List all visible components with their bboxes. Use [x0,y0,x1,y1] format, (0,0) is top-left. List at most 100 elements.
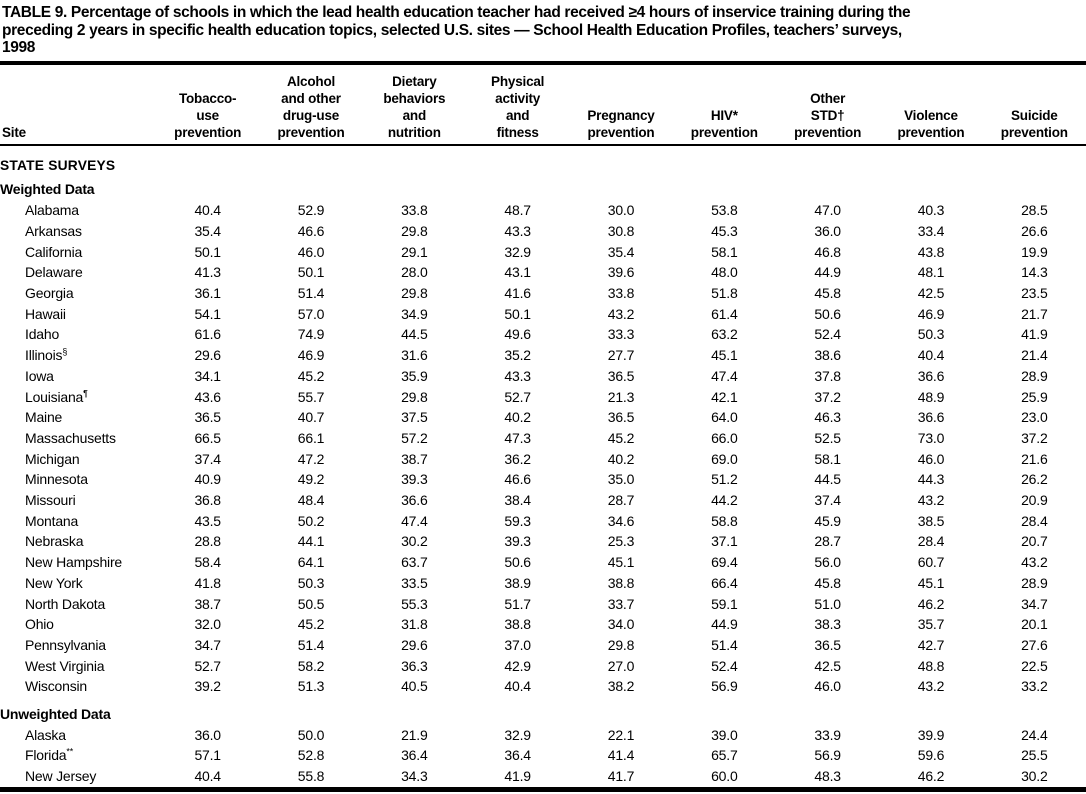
value-cell: 21.6 [1021,450,1048,467]
table-row: Montana 43.5 50.2 47.4 59.3 34.6 58.8 45.9 38.5 2… [0,511,1086,532]
value-cell: 19.9 [1021,243,1048,260]
value-cell: 60.0 [711,768,738,785]
value-cell: 45.2 [297,616,325,633]
value-cell: 55.7 [297,388,325,405]
site-name: Florida** [25,746,74,764]
value-cell: 39.2 [194,678,221,695]
value-cell: 47.4 [711,367,738,384]
value-cell: 52.8 [297,747,325,764]
value-cell: 28.4 [1021,512,1048,529]
value-cell: 41.7 [607,768,635,785]
value-cell: 40.4 [504,678,531,695]
table-body: STATE SURVEYS Weighted Data Alabama 40.4 52.… [0,145,1086,790]
value-cell: 35.0 [607,471,635,488]
subsection-row: Weighted Data [0,176,1086,200]
value-cell: 36.3 [401,657,428,674]
table-row: New York 41.8 50.3 33.5 38.9 38.8 66.4 45.8 45.1… [0,573,1086,594]
value-cell: 36.6 [917,409,945,426]
value-cell: 27.7 [607,347,635,364]
column-header-dietary-behaviors-nutrition: Dietary behaviors and nutrition [362,62,466,146]
value-cell: 46.2 [917,768,945,785]
value-cell: 33.2 [1021,678,1048,695]
value-cell: 47.2 [297,450,325,467]
table-row: Massachusetts 66.5 66.1 57.2 47.3 45.2 66.0 52.… [0,428,1086,449]
value-cell: 44.2 [711,492,738,509]
value-cell: 53.8 [711,202,738,219]
value-cell: 35.4 [194,222,221,239]
value-cell: 51.4 [711,636,738,653]
value-cell: 52.9 [297,202,325,219]
table-row: Louisiana¶ 43.6 55.7 29.8 52.7 21.3 42.1 37.2 48… [0,387,1086,408]
value-cell: 32.0 [194,616,221,633]
site-name: Maine [25,409,63,426]
value-cell: 43.2 [917,678,945,695]
value-cell: 40.5 [401,678,428,695]
value-cell: 44.1 [297,533,325,550]
table-row: Ohio 32.0 45.2 31.8 38.8 34.0 44.9 38.3 35.7 20.1 [0,614,1086,635]
value-cell: 28.8 [194,533,221,550]
value-cell: 29.8 [401,388,428,405]
table-row: Georgia 36.1 51.4 29.8 41.6 33.8 51.8 45.8 42.5 2… [0,283,1086,304]
value-cell: 29.6 [194,347,221,364]
value-cell: 34.3 [401,768,428,785]
value-cell: 36.6 [917,367,945,384]
site-name: Pennsylvania [25,636,106,653]
value-cell: 33.9 [814,726,841,743]
value-cell: 58.8 [711,512,738,529]
value-cell: 54.1 [194,305,221,322]
value-cell: 20.9 [1021,492,1048,509]
value-cell: 42.5 [917,285,945,301]
value-cell: 51.3 [297,678,325,695]
table-row: Michigan 37.4 47.2 38.7 36.2 40.2 69.0 58.1 46.0… [0,449,1086,470]
site-name: Illinois§ [25,346,68,364]
value-cell: 40.4 [917,347,945,364]
value-cell: 52.4 [814,326,841,343]
value-cell: 50.0 [297,726,325,743]
value-cell: 14.3 [1021,264,1048,281]
value-cell: 46.0 [297,243,325,260]
value-cell: 40.4 [194,202,221,219]
value-cell: 45.9 [814,512,841,529]
value-cell: 28.7 [607,492,635,509]
value-cell: 41.9 [504,768,531,785]
value-cell: 34.6 [607,512,635,529]
value-cell: 35.7 [917,616,945,633]
site-name: West Virginia [25,657,105,674]
value-cell: 38.4 [504,492,531,509]
table-row: Illinois§ 29.6 46.9 31.6 35.2 27.7 45.1 38.6 40.… [0,345,1086,366]
value-cell: 56.9 [814,747,841,764]
value-cell: 23.0 [1021,409,1048,426]
value-cell: 28.7 [814,533,841,550]
value-cell: 44.5 [401,326,428,343]
value-cell: 66.4 [711,574,738,591]
table-row: Alabama 40.4 52.9 33.8 48.7 30.0 53.8 47.0 40.3 2… [0,200,1086,221]
value-cell: 45.2 [297,367,325,384]
value-cell: 29.6 [401,636,428,653]
value-cell: 48.9 [917,388,945,405]
value-cell: 50.3 [297,574,325,591]
value-cell: 25.5 [1021,747,1048,764]
value-cell: 51.4 [297,285,325,301]
value-cell: 35.2 [504,347,531,364]
value-cell: 46.8 [814,243,841,260]
value-cell: 69.4 [711,554,738,571]
value-cell: 29.1 [401,243,428,260]
value-cell: 37.5 [401,409,428,426]
value-cell: 22.5 [1021,657,1048,674]
site-name: Alaska [25,726,66,743]
value-cell: 38.7 [401,450,428,467]
table-title: TABLE 9. Percentage of schools in which … [2,4,911,57]
value-cell: 45.2 [607,429,635,446]
value-cell: 21.4 [1021,347,1048,364]
value-cell: 36.5 [194,409,221,426]
value-cell: 37.0 [504,636,531,653]
value-cell: 35.4 [607,243,635,260]
value-cell: 37.4 [814,492,841,509]
value-cell: 59.6 [917,747,945,764]
value-cell: 69.0 [711,450,738,467]
site-name: Alabama [25,202,79,219]
value-cell: 21.7 [1021,305,1048,322]
value-cell: 36.5 [607,367,635,384]
value-cell: 40.7 [297,409,325,426]
column-header-pregnancy-prevention: Pregnancy prevention [569,62,673,146]
